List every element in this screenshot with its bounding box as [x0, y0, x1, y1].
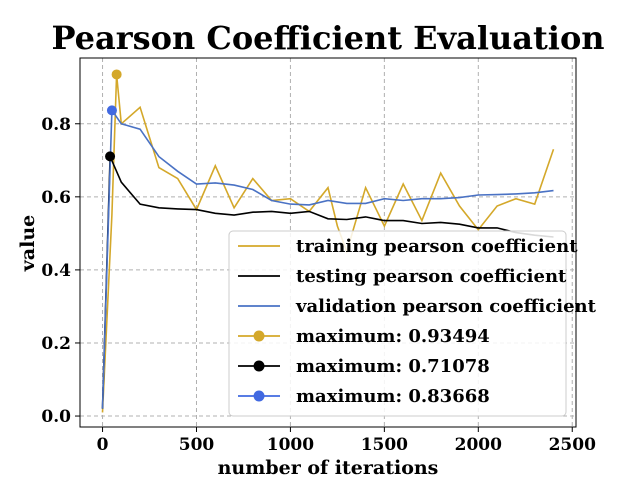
y-tick-label: 0.4 — [41, 261, 71, 281]
legend-label-2: testing pearson coefficient — [296, 266, 567, 287]
legend-label-3: validation pearson coefficient — [295, 296, 597, 317]
legend-marker-4 — [253, 330, 265, 342]
y-tick-label: 0.0 — [41, 407, 71, 427]
x-tick-label: 0 — [97, 435, 109, 455]
maximum-point-2 — [105, 151, 116, 162]
x-axis-label: number of iterations — [218, 457, 439, 479]
legend-label-4: maximum: 0.93494 — [296, 326, 490, 347]
x-tick-label: 2000 — [455, 435, 502, 455]
y-tick-label: 0.2 — [41, 334, 71, 354]
y-tick-label: 0.8 — [41, 115, 71, 135]
legend-marker-6 — [253, 390, 265, 402]
y-ticks: 0.0 0.2 0.4 0.6 0.8 — [41, 115, 80, 427]
x-tick-label: 1500 — [361, 435, 408, 455]
maximum-markers — [105, 69, 122, 162]
series-line-1 — [101, 74, 555, 413]
series-line-3 — [101, 107, 554, 409]
x-tick-label: 500 — [179, 435, 215, 455]
plot-frame — [79, 57, 577, 428]
maximum-point-1 — [111, 69, 122, 80]
series-line-2 — [101, 156, 554, 409]
chart-title: Pearson Coefficient Evaluation — [51, 19, 604, 57]
x-tick-label: 1000 — [267, 435, 314, 455]
y-axis-label: value — [17, 215, 39, 272]
legend: training pearson coefficient testing pear… — [228, 230, 597, 417]
series-lines — [101, 74, 555, 413]
legend-marker-5 — [253, 360, 265, 372]
legend-label-5: maximum: 0.71078 — [296, 356, 490, 377]
legend-box — [228, 230, 567, 417]
legend-label-1: training pearson coefficient — [296, 236, 578, 257]
x-ticks: 0 500 1000 1500 2000 2500 — [97, 427, 596, 455]
x-tick-label: 2500 — [549, 435, 596, 455]
y-tick-label: 0.6 — [41, 188, 71, 208]
maximum-point-3 — [106, 105, 117, 116]
legend-label-6: maximum: 0.83668 — [296, 386, 490, 407]
